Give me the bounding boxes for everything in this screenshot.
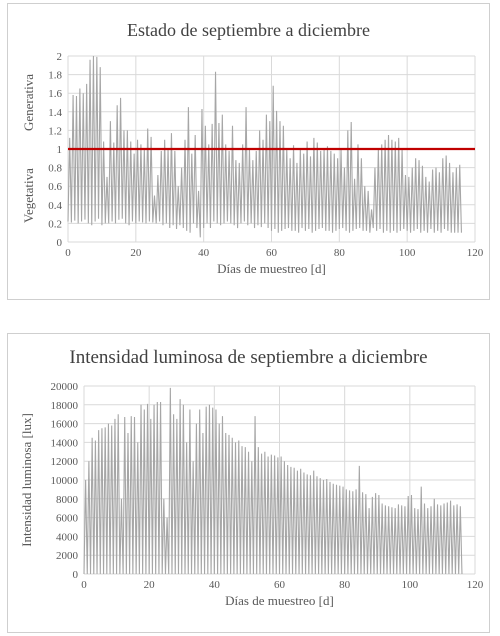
- y-tick-label: 10000: [51, 475, 79, 487]
- x-tick-label: 40: [209, 579, 221, 591]
- x-tick-label: 60: [274, 579, 286, 591]
- y-tick-label: 0.2: [48, 218, 62, 230]
- y-tick-label: 16000: [51, 419, 79, 431]
- y-tick-label: 18000: [51, 400, 79, 412]
- x-tick-label: 80: [339, 579, 351, 591]
- y-tick-label: 1.2: [48, 125, 62, 137]
- y-tick-label: 6000: [56, 513, 79, 525]
- y-tick-label: 1: [57, 144, 63, 156]
- y-tick-label: 8000: [56, 494, 79, 506]
- y-tick-label: 0: [73, 569, 79, 581]
- x-tick-label: 20: [130, 247, 142, 259]
- y-tick-label: 0.8: [48, 163, 62, 175]
- estado-chart-panel: Estado de septiembre a diciembre 0 20 40 60…: [7, 3, 490, 300]
- y-tick-label: 14000: [51, 437, 79, 449]
- y-axis-title-vegetativa: Vegetativa: [21, 168, 36, 223]
- y-tick-label: 1.6: [48, 88, 62, 100]
- luminosidad-chart-panel: Intensidad luminosa de septiembre a dici…: [7, 333, 490, 633]
- y-tick-label: 0.4: [48, 200, 62, 212]
- y-tick-label: 2000: [56, 550, 79, 562]
- y-tick-label: 1.4: [48, 107, 62, 119]
- y-tick-label: 0: [57, 237, 63, 249]
- y-axis-title: Intensidad luminosa [lux]: [19, 413, 34, 547]
- x-tick-label: 20: [144, 579, 156, 591]
- y-tick-label: 1.8: [48, 70, 62, 82]
- estado-chart-svg: 0 20 40 60 80 100 120 0 0.2 0.4 0.6 0.8 1 1.2 1.4 1.6 1.…: [21, 51, 484, 276]
- y-axis-title-generativa: Generativa: [21, 74, 36, 131]
- x-tick-label: 100: [402, 579, 419, 591]
- x-axis-title: Días de muestreo [d]: [217, 261, 326, 276]
- y-tick-label: 0.6: [48, 181, 62, 193]
- y-tick-label: 20000: [51, 381, 79, 393]
- x-tick-label: 0: [81, 579, 87, 591]
- y-tick-label: 2: [57, 51, 63, 63]
- data-series-line: [67, 55, 462, 238]
- x-tick-label: 120: [467, 247, 484, 259]
- x-tick-label: 0: [65, 247, 71, 259]
- luminosidad-chart-svg: 0 20 40 60 80 100 120 0 2000 4000 6000 8000 10000 120…: [19, 381, 484, 608]
- estado-chart-title: Estado de septiembre a diciembre: [127, 20, 370, 40]
- x-tick-label: 80: [334, 247, 346, 259]
- x-tick-label: 120: [467, 579, 484, 591]
- y-tick-label: 12000: [51, 456, 79, 468]
- data-series-line: [83, 387, 463, 575]
- luminosidad-chart-title: Intensidad luminosa de septiembre a dici…: [69, 347, 428, 368]
- x-axis-title: Días de muestreo [d]: [225, 593, 334, 608]
- y-tick-label: 4000: [56, 531, 79, 543]
- x-tick-label: 40: [198, 247, 210, 259]
- x-tick-label: 60: [266, 247, 278, 259]
- x-tick-label: 100: [399, 247, 416, 259]
